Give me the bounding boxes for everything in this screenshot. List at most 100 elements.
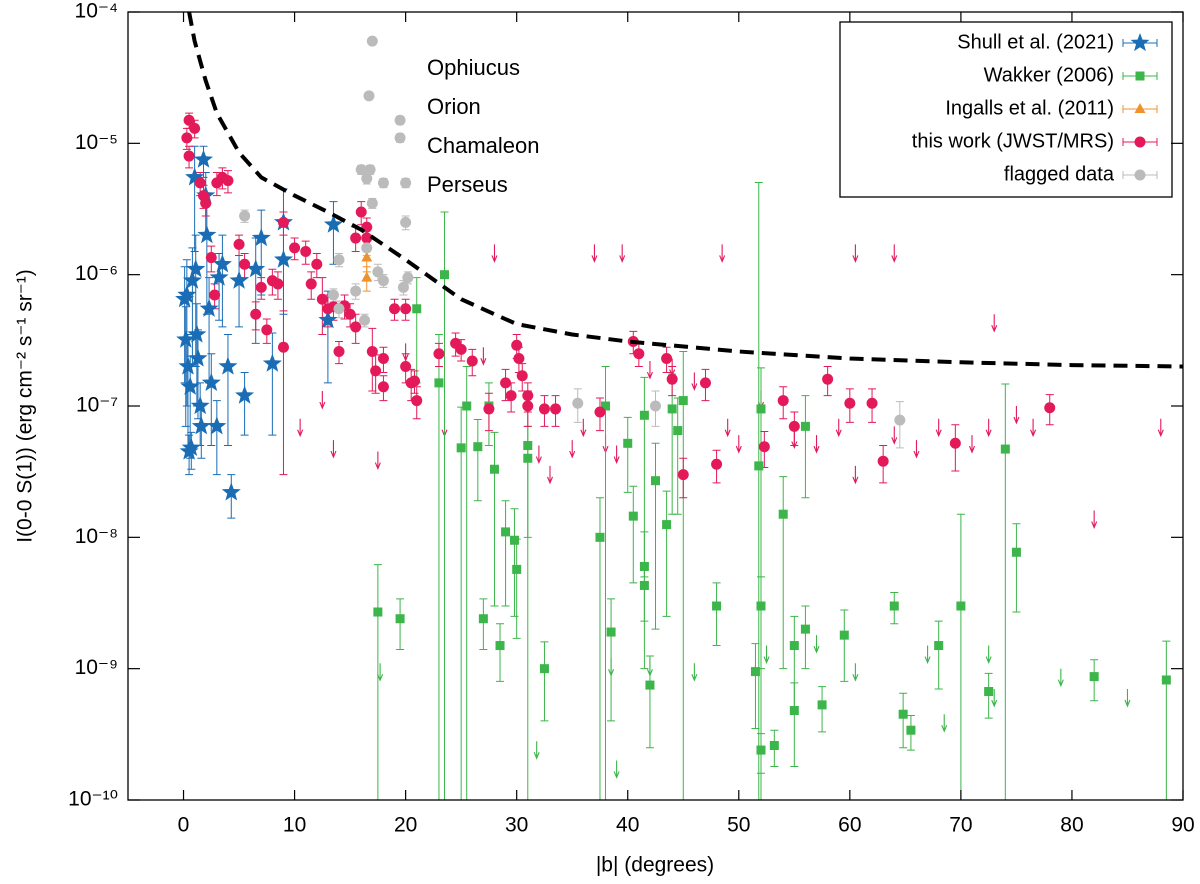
circle-marker <box>205 252 217 264</box>
star-marker <box>221 482 241 501</box>
upper-limit-arrow <box>619 244 626 263</box>
upper-limit-arrow <box>1030 418 1037 438</box>
square-marker <box>984 687 994 697</box>
square-marker <box>789 641 799 651</box>
error-bar <box>754 181 763 800</box>
square-marker <box>412 304 422 314</box>
upper-limit-arrow <box>491 244 498 263</box>
star-marker <box>251 228 271 247</box>
circle-marker <box>327 289 339 301</box>
square-marker <box>440 270 449 280</box>
x-tick-label: 40 <box>616 814 639 837</box>
circle-marker <box>844 397 856 409</box>
upper-limit-arrow <box>330 440 337 459</box>
circle-marker <box>377 275 389 287</box>
circle-marker <box>361 242 373 254</box>
upper-limit-arrow <box>763 645 770 664</box>
circle-marker <box>633 348 645 360</box>
star-marker <box>318 310 338 329</box>
circle-marker <box>788 420 800 432</box>
circle-marker <box>1134 169 1146 181</box>
upper-limit-arrow <box>691 372 698 391</box>
error-bar <box>440 211 449 800</box>
star-marker <box>274 249 293 268</box>
upper-limit-arrow <box>852 244 859 263</box>
square-marker <box>778 509 788 519</box>
triangle-marker <box>361 271 373 282</box>
circle-marker <box>372 266 384 278</box>
star-marker <box>323 214 343 233</box>
error-bar <box>662 490 671 617</box>
upper-limit-arrow <box>935 418 942 438</box>
y-tick-label: 10⁻⁸ <box>75 525 118 548</box>
error-bar <box>679 351 688 800</box>
x-tick-label: 70 <box>949 814 972 837</box>
square-marker <box>639 561 649 571</box>
square-marker <box>956 601 966 611</box>
upper-limit-arrow <box>1013 406 1020 425</box>
square-marker <box>673 426 683 436</box>
upper-limit-arrow <box>852 663 859 682</box>
square-marker <box>754 461 764 471</box>
circle-marker <box>758 441 770 453</box>
upper-limit-arrow <box>985 645 992 664</box>
square-marker <box>934 641 944 651</box>
circle-marker <box>711 458 723 470</box>
region-label: Ophiucus <box>427 55 520 80</box>
square-marker <box>512 564 522 574</box>
x-tick-label: 20 <box>394 814 417 837</box>
circle-marker <box>333 254 345 266</box>
x-tick-label: 60 <box>838 814 861 837</box>
legend-label: Ingalls et al. (2011) <box>945 97 1114 119</box>
region-label: Orion <box>427 94 481 119</box>
error-bar <box>207 353 216 447</box>
plot-area <box>175 12 1183 800</box>
error-bar <box>490 431 499 607</box>
upper-limit-arrow <box>1124 689 1131 708</box>
error-bar <box>956 513 965 800</box>
square-marker <box>601 401 611 411</box>
circle-marker <box>409 375 421 387</box>
circle-marker <box>333 346 345 358</box>
upper-limit-arrow <box>991 314 998 333</box>
circle-marker <box>866 397 878 409</box>
circle-marker <box>822 373 834 385</box>
error-bar <box>510 508 519 617</box>
upper-limit-arrow <box>1091 510 1098 529</box>
annotations: Ophiucus Orion Chamaleon Perseus <box>427 55 540 197</box>
circle-marker <box>239 210 251 222</box>
circle-marker <box>397 281 409 293</box>
circle-marker <box>522 390 534 402</box>
star-marker <box>246 259 266 278</box>
error-bar <box>645 655 654 749</box>
circle-marker <box>222 175 234 187</box>
circle-marker <box>350 232 362 244</box>
star-marker <box>190 396 210 415</box>
circle-marker <box>261 324 273 336</box>
circle-marker <box>305 278 317 290</box>
upper-limit-arrow <box>646 361 653 380</box>
error-bar <box>607 598 616 722</box>
region-label: Perseus <box>427 172 508 197</box>
circle-marker <box>183 150 195 162</box>
error-bar <box>779 476 788 670</box>
legend-box <box>839 21 1173 198</box>
square-marker <box>645 680 655 690</box>
star-marker <box>188 348 208 367</box>
upper-limit-arrow <box>377 663 384 682</box>
square-marker <box>898 709 908 719</box>
error-bar <box>1012 523 1021 613</box>
star-marker <box>207 416 227 435</box>
error-bar <box>368 327 377 392</box>
triangle-marker <box>361 251 373 262</box>
circle-marker <box>289 242 301 254</box>
upper-limit-arrow <box>735 435 742 454</box>
circle-marker <box>189 122 201 134</box>
circle-marker <box>233 238 245 250</box>
upper-limit-arrow <box>719 244 726 263</box>
square-marker <box>595 532 605 542</box>
circle-marker <box>364 164 376 176</box>
star-marker <box>177 285 197 304</box>
square-marker <box>1161 675 1171 685</box>
